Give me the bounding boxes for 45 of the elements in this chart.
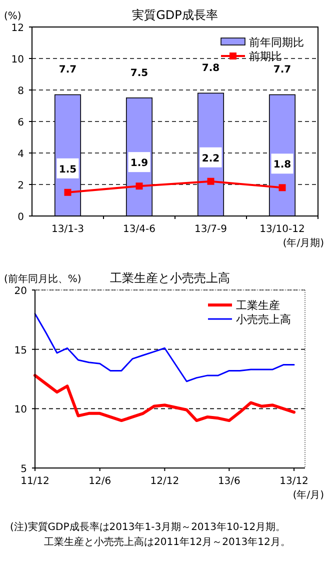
point — [207, 178, 214, 185]
x-axis-title: (年/月期) — [282, 237, 324, 249]
x-tick-label: 12/12 — [150, 476, 180, 487]
x-tick-label: 13/12 — [280, 476, 308, 487]
point — [136, 182, 143, 190]
x-tick-label: 13/4-6 — [123, 224, 156, 235]
x-tick-label: 11/12 — [20, 476, 50, 487]
y-tick-label: 12 — [11, 23, 24, 34]
x-tick-label: 13/6 — [218, 476, 240, 487]
data-label: 1.9 — [130, 158, 148, 170]
point — [64, 188, 72, 196]
chart-title: 実質GDP成長率 — [132, 8, 218, 22]
x-tick-label: 13/1-3 — [52, 224, 84, 235]
y-axis-title: (%) — [4, 11, 22, 22]
y-tick-label: 10 — [11, 54, 24, 66]
legend-label: 小売売上高 — [236, 313, 291, 326]
data-label: 7.7 — [58, 64, 77, 76]
point — [278, 184, 286, 192]
line-series — [34, 374, 296, 422]
y-tick-label: 2 — [18, 180, 24, 192]
x-tick-label: 12/6 — [88, 476, 112, 487]
data-label: 2.2 — [202, 153, 220, 164]
data-label: 7.8 — [202, 63, 220, 74]
y-tick-label: 0 — [18, 212, 24, 223]
data-label: 1.5 — [58, 164, 77, 176]
data-label: 7.5 — [130, 68, 148, 79]
y-axis-title: (前年同月比、%) — [4, 273, 82, 285]
chart-title: 工業生産と小売売上高 — [110, 271, 230, 285]
text: (注)実質GDP成長率は2013年1-3月期～2013年10-12月期。 — [10, 521, 286, 533]
y-tick-label: 10 — [14, 404, 27, 416]
y-tick-label: 20 — [14, 286, 27, 297]
text: 工業生産と小売売上高は2011年12月～2013年12月。 — [44, 536, 290, 548]
legend-label: 前年同期比 — [249, 36, 304, 49]
y-tick-label: 4 — [18, 149, 24, 160]
y-tick-label: 5 — [20, 464, 27, 475]
x-axis-title: (年/月) — [292, 489, 324, 501]
y-tick-label: 8 — [18, 86, 24, 97]
x-tick-label: 13/7-9 — [194, 224, 227, 235]
y-tick-label: 6 — [18, 118, 24, 128]
y-tick-label: 15 — [14, 345, 27, 356]
x-tick-label: 13/10-12 — [260, 224, 305, 235]
data-label: 7.7 — [273, 64, 292, 76]
line-series — [34, 312, 295, 382]
legend-label: 工業生産 — [236, 299, 280, 312]
data-label: 1.8 — [273, 160, 292, 171]
